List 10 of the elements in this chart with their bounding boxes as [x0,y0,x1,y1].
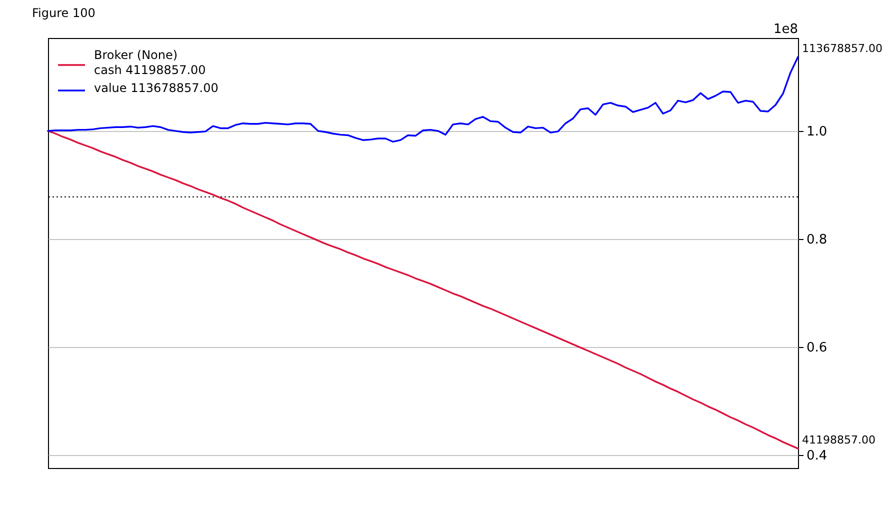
chart-title: Figure 100 [32,6,96,20]
text: 1e8 [773,22,798,37]
y-tick-label: 1.0 [806,124,828,140]
y-tick-label: 0.6 [806,340,828,356]
line-series [47,130,799,450]
y-tick-label: 0.4 [806,448,828,464]
text: 113678857.00 [802,42,882,55]
text: 41198857.00 [802,434,876,447]
y-tick-label: 0.8 [806,232,828,248]
legend-label: value 113678857.00 [94,81,218,95]
